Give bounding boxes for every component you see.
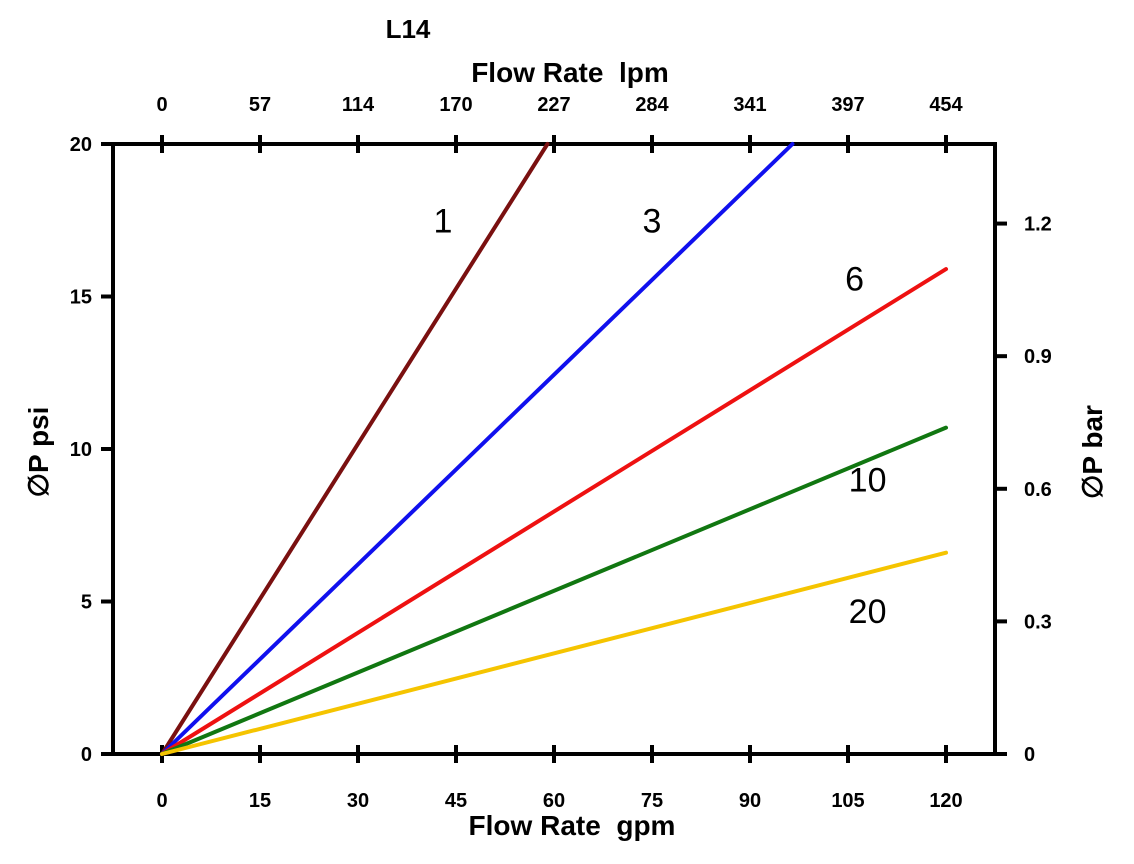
x2-tick-label: 227	[537, 94, 570, 116]
chart-title: L14	[386, 14, 431, 44]
x2-tick-label: 284	[635, 94, 669, 116]
y2-tick-label: 0	[1024, 744, 1035, 766]
y-tick-label: 10	[70, 439, 92, 461]
x2-tick-label: 454	[929, 94, 963, 116]
series-label-1: 1	[433, 202, 452, 240]
x2-tick-label: 114	[342, 94, 375, 116]
x-tick-label: 45	[445, 790, 467, 812]
series-line-6	[160, 267, 948, 756]
series-label-10: 10	[849, 462, 887, 500]
y2-tick-label: 0.6	[1024, 479, 1052, 501]
x-tick-label: 15	[249, 790, 271, 812]
bottom-axis-label: Flow Rate gpm	[469, 810, 676, 841]
y2-tick-label: 1.2	[1024, 214, 1052, 236]
x-tick-label: 0	[156, 790, 167, 812]
y2-tick-label: 0.9	[1024, 346, 1052, 368]
series-line-3	[160, 142, 795, 756]
x2-tick-label: 341	[733, 94, 766, 116]
x2-tick-label: 0	[156, 94, 167, 116]
x-tick-label: 30	[347, 790, 369, 812]
series-label-6: 6	[845, 260, 864, 298]
y-tick-label: 0	[81, 744, 92, 766]
series-line-10	[160, 425, 948, 756]
x2-tick-label: 397	[831, 94, 864, 116]
y-tick-label: 5	[81, 592, 92, 614]
x-tick-label: 60	[543, 790, 565, 812]
y-tick-label: 20	[70, 134, 92, 156]
series-line-20	[160, 550, 948, 756]
x-tick-label: 75	[641, 790, 663, 812]
y-tick-label: 15	[70, 287, 92, 309]
left-axis-label: ∅P psi	[23, 407, 54, 498]
series-label-3: 3	[643, 202, 662, 240]
x-tick-label: 105	[831, 790, 864, 812]
plot-frame	[111, 142, 997, 756]
right-axis-label: ∅P bar	[1077, 405, 1108, 499]
series-label-20: 20	[849, 593, 887, 631]
x2-tick-label: 57	[249, 94, 271, 116]
top-axis-label: Flow Rate lpm	[471, 57, 669, 88]
x-tick-label: 120	[929, 790, 962, 812]
series-line-1	[160, 142, 550, 756]
y2-tick-label: 0.3	[1024, 611, 1052, 633]
x-tick-label: 90	[739, 790, 761, 812]
x2-tick-label: 170	[439, 94, 472, 116]
